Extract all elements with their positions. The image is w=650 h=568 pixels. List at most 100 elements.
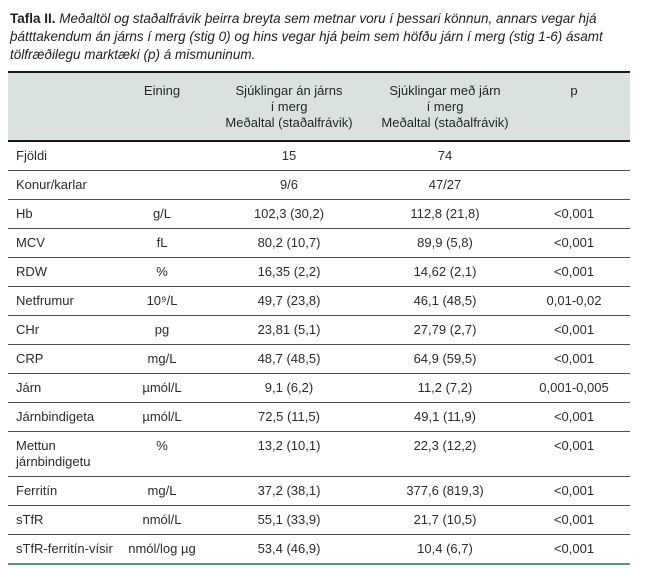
row-group-with-iron-cell: 47/27 xyxy=(372,170,518,201)
statistics-table: Eining Sjúklingar án járns í merg Meðalt… xyxy=(8,71,630,566)
row-group-without-iron-cell: 16,35 (2,2) xyxy=(206,257,372,288)
table-header: Eining Sjúklingar án járns í merg Meðalt… xyxy=(8,72,630,143)
header-cell-p-value: p xyxy=(518,72,630,143)
row-group-with-iron-cell: 27,79 (2,7) xyxy=(372,315,518,346)
row-p-value-cell: <0,001 xyxy=(518,228,630,259)
table-caption-label: Tafla II. xyxy=(10,11,56,26)
row-variable-cell: CRP xyxy=(8,344,118,375)
row-unit-cell: µmól/L xyxy=(118,402,206,433)
row-group-with-iron-cell: 21,7 (10,5) xyxy=(372,505,518,536)
table-body: Fjöldi 15 74 Konur/karlar 9/6 47/27 Hb g… xyxy=(8,141,630,566)
table-row: Járnbindigeta µmól/L 72,5 (11,5) 49,1 (1… xyxy=(8,402,630,433)
row-unit-cell: µmól/L xyxy=(118,373,206,404)
row-group-without-iron-cell: 37,2 (38,1) xyxy=(206,476,372,507)
row-variable-cell: sTfR-ferritín-vísir xyxy=(8,534,118,566)
row-group-without-iron-cell: 55,1 (33,9) xyxy=(206,505,372,536)
row-p-value-cell: <0,001 xyxy=(518,257,630,288)
table-row: Hb g/L 102,3 (30,2) 112,8 (21,8) <0,001 xyxy=(8,199,630,230)
header-cell-group-without-iron: Sjúklingar án járns í merg Meðaltal (sta… xyxy=(206,72,372,143)
row-unit-cell: fL xyxy=(118,228,206,259)
row-variable-cell: CHr xyxy=(8,315,118,346)
table-caption-text: Meðaltöl og staðalfrávik þeirra breyta s… xyxy=(10,11,603,62)
row-p-value-cell: 0,01-0,02 xyxy=(518,286,630,317)
row-group-with-iron-cell: 22,3 (12,2) xyxy=(372,431,518,478)
row-group-without-iron-cell: 53,4 (46,9) xyxy=(206,534,372,566)
row-group-with-iron-cell: 112,8 (21,8) xyxy=(372,199,518,230)
row-variable-cell: sTfR xyxy=(8,505,118,536)
row-group-with-iron-cell: 89,9 (5,8) xyxy=(372,228,518,259)
header-group16-line3: Meðaltal (staðalfrávik) xyxy=(381,115,509,131)
row-group-with-iron-cell: 74 xyxy=(372,141,518,172)
table-row: CRP mg/L 48,7 (48,5) 64,9 (59,5) <0,001 xyxy=(8,344,630,375)
row-group-with-iron-cell: 10,4 (6,7) xyxy=(372,534,518,566)
row-group-with-iron-cell: 11,2 (7,2) xyxy=(372,373,518,404)
table-row: Konur/karlar 9/6 47/27 xyxy=(8,170,630,201)
row-p-value-cell: <0,001 xyxy=(518,402,630,433)
header-group16-line2: í merg xyxy=(426,99,464,115)
row-variable-cell: RDW xyxy=(8,257,118,288)
row-variable-cell: Konur/karlar xyxy=(8,170,118,201)
row-variable-cell: Netfrumur xyxy=(8,286,118,317)
row-unit-cell: nmól/L xyxy=(118,505,206,536)
header-cell-variable xyxy=(8,72,118,143)
row-p-value-cell: <0,001 xyxy=(518,534,630,566)
row-unit-cell: % xyxy=(118,257,206,288)
row-unit-cell: pg xyxy=(118,315,206,346)
row-unit-cell: nmól/log µg xyxy=(118,534,206,566)
table-row: Netfrumur 10⁹/L 49,7 (23,8) 46,1 (48,5) … xyxy=(8,286,630,317)
table-row: sTfR nmól/L 55,1 (33,9) 21,7 (10,5) <0,0… xyxy=(8,505,630,536)
row-variable-cell: Mettun járnbindigetu xyxy=(8,431,118,478)
row-p-value-cell xyxy=(518,170,630,201)
header-group0-line1: Sjúklingar án járns xyxy=(235,83,343,99)
table-row: MCV fL 80,2 (10,7) 89,9 (5,8) <0,001 xyxy=(8,228,630,259)
row-group-with-iron-cell: 377,6 (819,3) xyxy=(372,476,518,507)
row-group-without-iron-cell: 23,81 (5,1) xyxy=(206,315,372,346)
table-caption: Tafla II. Meðaltöl og staðalfrávik þeirr… xyxy=(10,10,636,63)
header-row: Eining Sjúklingar án járns í merg Meðalt… xyxy=(8,72,630,143)
row-p-value-cell: <0,001 xyxy=(518,505,630,536)
header-group0-line3: Meðaltal (staðalfrávik) xyxy=(225,115,353,131)
row-unit-cell: g/L xyxy=(118,199,206,230)
row-variable-cell: Fjöldi xyxy=(8,141,118,172)
row-p-value-cell: <0,001 xyxy=(518,344,630,375)
row-variable-cell: Ferritín xyxy=(8,476,118,507)
row-group-without-iron-cell: 80,2 (10,7) xyxy=(206,228,372,259)
table-row: Járn µmól/L 9,1 (6,2) 11,2 (7,2) 0,001-0… xyxy=(8,373,630,404)
header-group16-line1: Sjúklingar með járn xyxy=(389,83,501,99)
row-group-without-iron-cell: 102,3 (30,2) xyxy=(206,199,372,230)
row-group-without-iron-cell: 15 xyxy=(206,141,372,172)
row-group-with-iron-cell: 49,1 (11,9) xyxy=(372,402,518,433)
table-row: Mettun járnbindigetu % 13,2 (10,1) 22,3 … xyxy=(8,431,630,478)
row-variable-cell: Járn xyxy=(8,373,118,404)
row-unit-cell: % xyxy=(118,431,206,478)
table-row: RDW % 16,35 (2,2) 14,62 (2,1) <0,001 xyxy=(8,257,630,288)
row-group-with-iron-cell: 46,1 (48,5) xyxy=(372,286,518,317)
row-p-value-cell: <0,001 xyxy=(518,199,630,230)
row-p-value-cell: <0,001 xyxy=(518,431,630,478)
table-row: CHr pg 23,81 (5,1) 27,79 (2,7) <0,001 xyxy=(8,315,630,346)
row-unit-cell: mg/L xyxy=(118,344,206,375)
row-group-without-iron-cell: 13,2 (10,1) xyxy=(206,431,372,478)
row-group-with-iron-cell: 14,62 (2,1) xyxy=(372,257,518,288)
row-variable-cell: Járnbindigeta xyxy=(8,402,118,433)
row-p-value-cell: <0,001 xyxy=(518,476,630,507)
row-p-value-cell: <0,001 xyxy=(518,315,630,346)
header-cell-unit: Eining xyxy=(118,72,206,143)
table-row: Ferritín mg/L 37,2 (38,1) 377,6 (819,3) … xyxy=(8,476,630,507)
row-group-without-iron-cell: 49,7 (23,8) xyxy=(206,286,372,317)
row-variable-cell: MCV xyxy=(8,228,118,259)
row-group-without-iron-cell: 72,5 (11,5) xyxy=(206,402,372,433)
row-unit-cell xyxy=(118,141,206,172)
row-group-without-iron-cell: 9/6 xyxy=(206,170,372,201)
header-group0-line2: í merg xyxy=(270,99,308,115)
table-row: Fjöldi 15 74 xyxy=(8,141,630,172)
row-variable-cell: Hb xyxy=(8,199,118,230)
table-row: sTfR-ferritín-vísir nmól/log µg 53,4 (46… xyxy=(8,534,630,566)
row-unit-cell xyxy=(118,170,206,201)
row-group-without-iron-cell: 48,7 (48,5) xyxy=(206,344,372,375)
row-unit-cell: 10⁹/L xyxy=(118,286,206,317)
row-unit-cell: mg/L xyxy=(118,476,206,507)
header-cell-group-with-iron: Sjúklingar með járn í merg Meðaltal (sta… xyxy=(372,72,518,143)
row-p-value-cell: 0,001-0,005 xyxy=(518,373,630,404)
